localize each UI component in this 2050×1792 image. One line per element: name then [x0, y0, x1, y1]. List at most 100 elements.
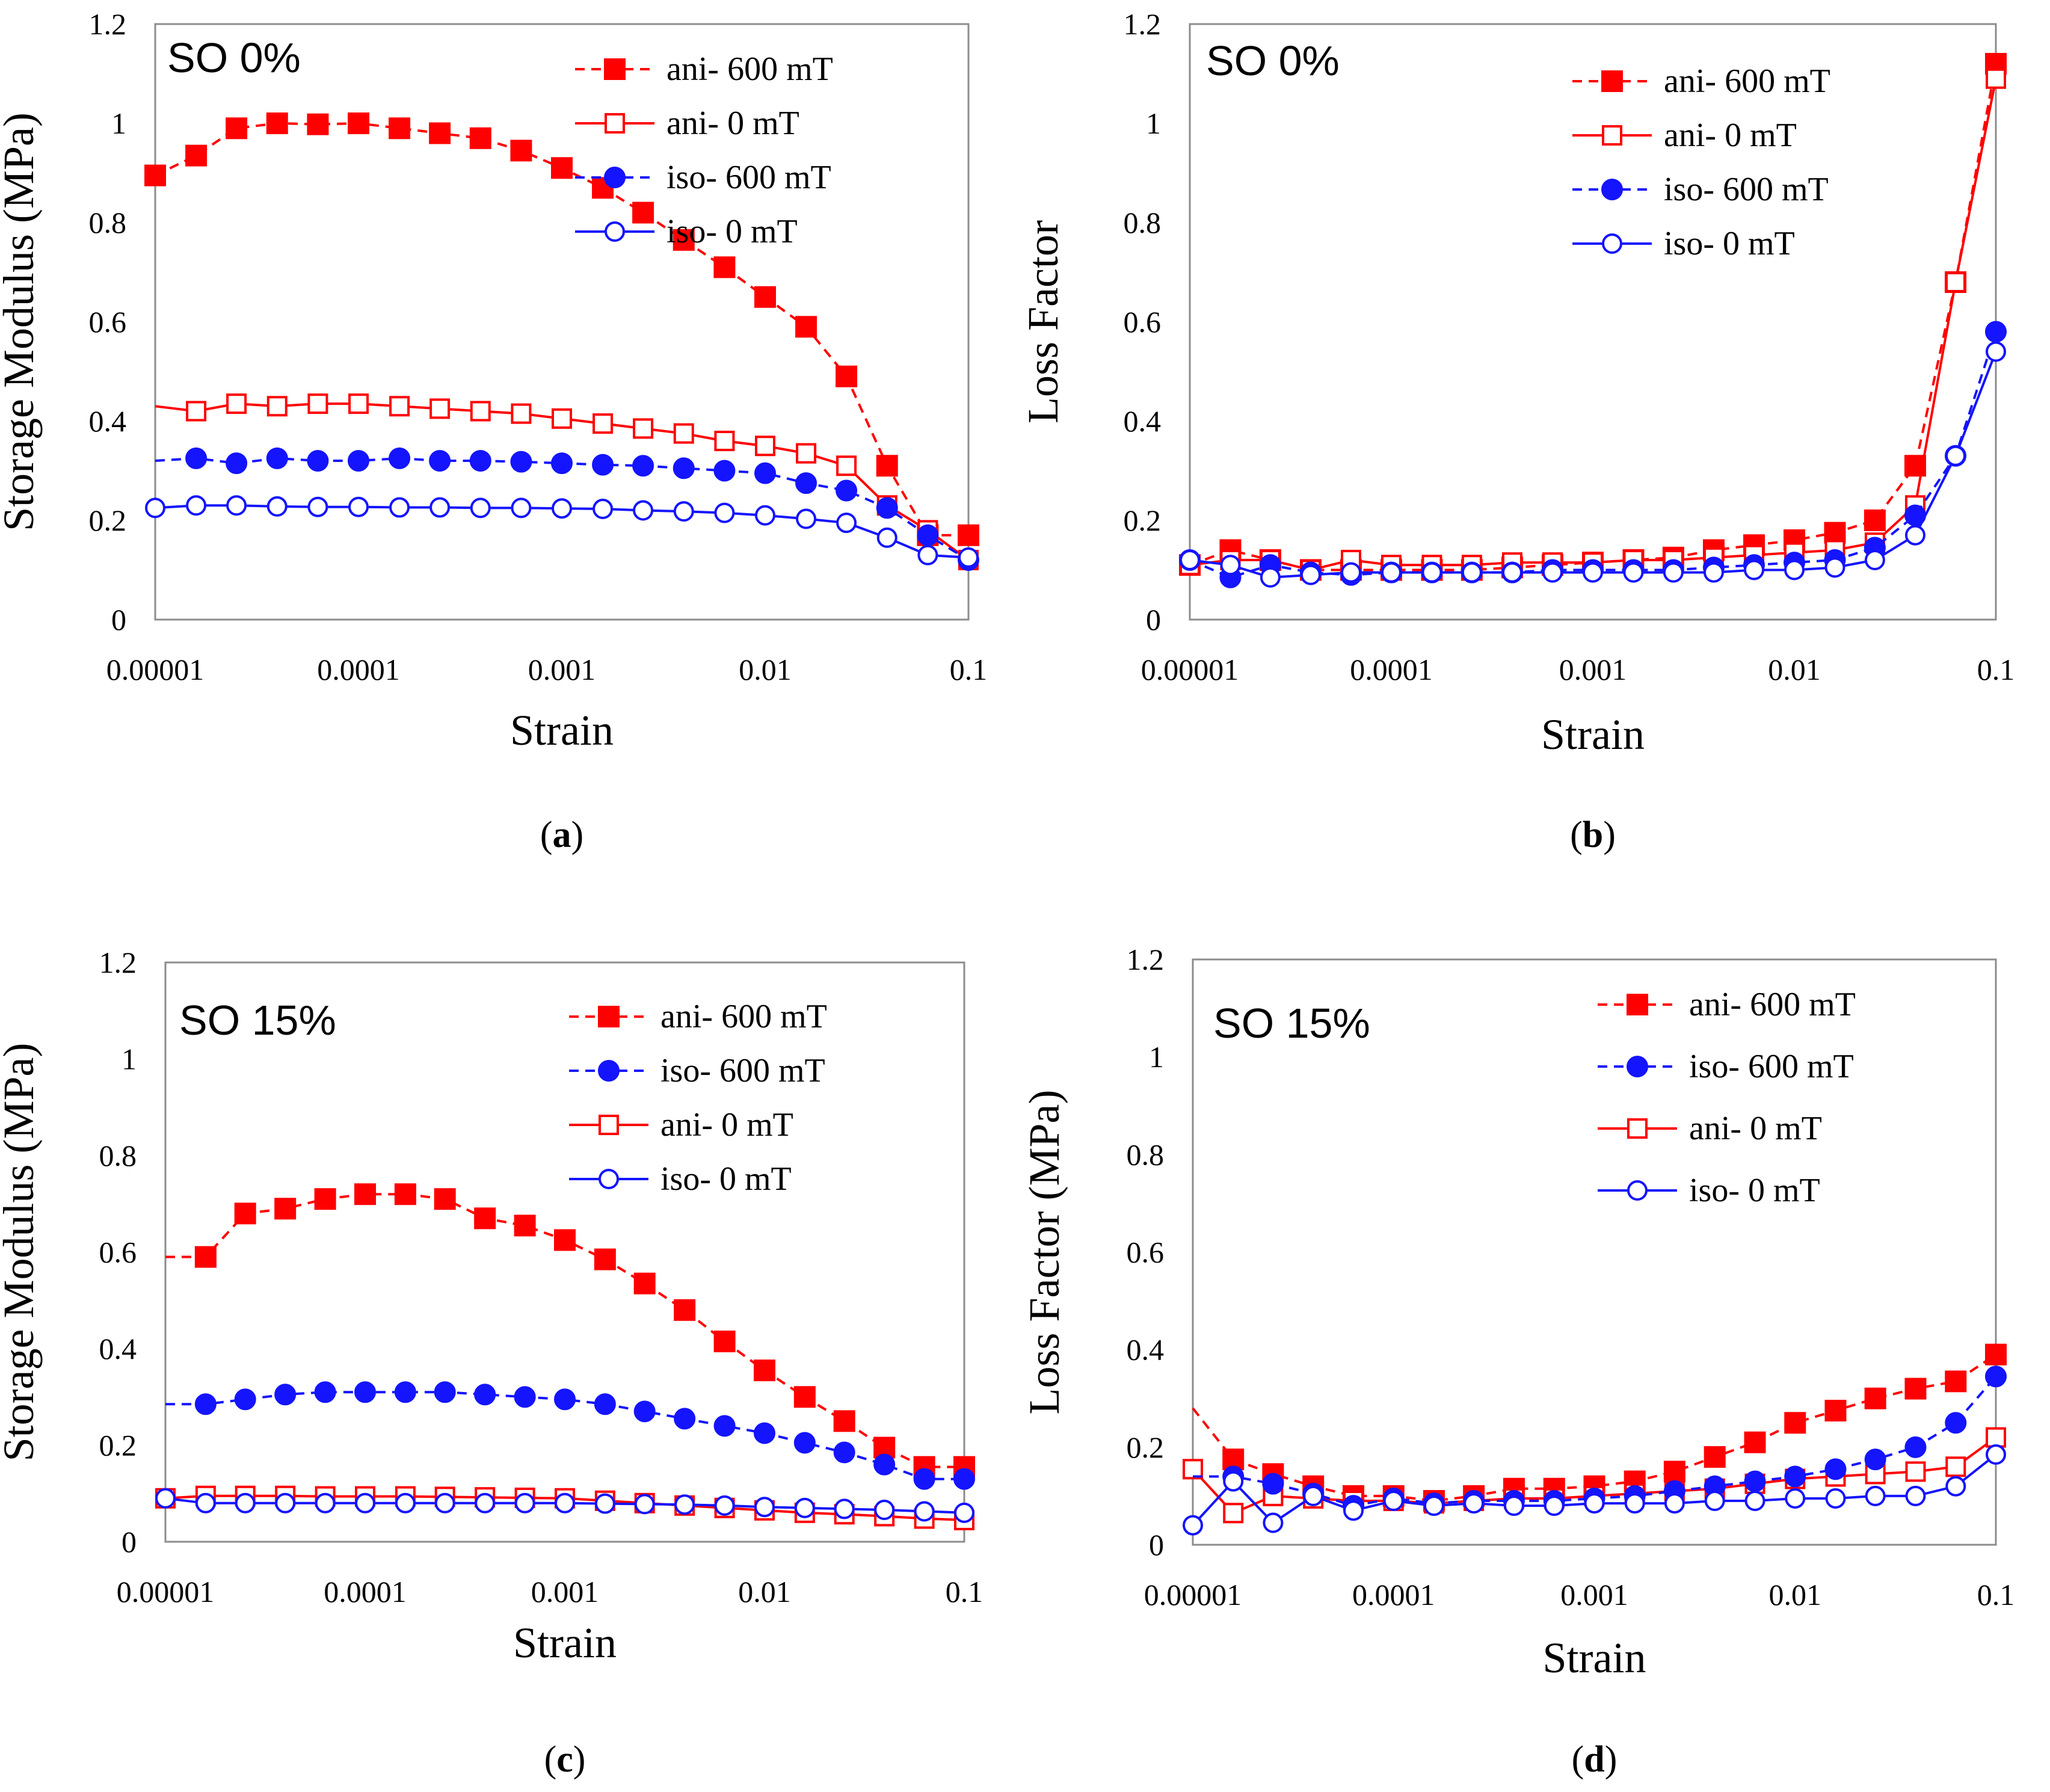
data-point — [1945, 445, 1966, 466]
data-point — [226, 393, 247, 414]
data-point — [1986, 341, 2006, 362]
data-point — [874, 1500, 895, 1521]
data-point — [1503, 1495, 1524, 1516]
data-point — [836, 365, 858, 387]
data-point — [1784, 1412, 1806, 1434]
data-point — [274, 1384, 297, 1406]
y-tick-label: 0.4 — [89, 404, 127, 438]
y-tick-label: 0.6 — [1127, 1236, 1165, 1269]
data-point — [593, 499, 614, 520]
data-point — [1183, 1515, 1203, 1536]
legend-marker — [599, 1169, 619, 1189]
series-group — [1183, 1343, 2007, 1536]
data-point — [1825, 1488, 1846, 1509]
data-point — [1223, 1471, 1244, 1492]
data-point — [511, 403, 532, 424]
legend-marker — [598, 1006, 620, 1027]
y-tick-label: 0.6 — [99, 1236, 137, 1269]
data-point — [876, 455, 898, 477]
plot-frame — [154, 23, 970, 621]
data-point — [914, 1501, 935, 1522]
data-point — [713, 1415, 736, 1437]
data-point — [144, 164, 166, 186]
data-point — [551, 452, 573, 475]
data-point — [348, 112, 369, 134]
data-point — [1624, 1493, 1645, 1514]
data-point — [1464, 1493, 1485, 1514]
y-tick-label: 0.2 — [99, 1429, 137, 1462]
data-point — [552, 408, 572, 429]
data-point — [673, 229, 695, 251]
data-point — [474, 1384, 496, 1406]
data-point — [917, 544, 938, 565]
x-tick-label: 0.1 — [1977, 653, 2015, 686]
data-point — [793, 1432, 816, 1454]
x-tick-label: 0.01 — [739, 653, 792, 686]
y-tick-label: 1.2 — [1124, 7, 1162, 41]
panel-caption-letter: c — [556, 1739, 573, 1780]
x-tick-label: 0.01 — [1769, 1578, 1822, 1612]
x-tick-label: 0.00001 — [117, 1575, 215, 1609]
data-point — [389, 447, 411, 469]
chart-panel-a: 0 0.2 0.4 0.6 0.8 1 1.2 0.00001 0.0001 0.001 0.01 0… — [0, 7, 987, 855]
data-point — [1945, 1476, 1966, 1497]
legend-marker — [1627, 994, 1648, 1015]
data-point — [1945, 1456, 1966, 1477]
legend-label: ani- 600 mT — [666, 51, 833, 88]
data-point — [552, 498, 572, 519]
data-point — [274, 1198, 297, 1220]
y-tick-label: 1 — [1146, 106, 1161, 140]
data-point — [1704, 1491, 1725, 1512]
data-point — [394, 1381, 416, 1403]
data-point — [793, 1386, 816, 1408]
data-point — [1785, 1488, 1806, 1509]
data-point — [1945, 272, 1966, 292]
data-point — [913, 1468, 935, 1490]
legend: ani- 600 mT ani- 0 mT iso- 600 mT iso- 0 mT — [575, 51, 833, 250]
data-point — [307, 113, 329, 135]
y-tick-label: 0.4 — [99, 1332, 137, 1366]
legend: ani- 600 mT iso- 600 mT ani- 0 mT iso- 0 mT — [1598, 986, 1856, 1209]
data-point — [1663, 562, 1684, 583]
legend-label: ani- 0 mT — [666, 105, 799, 142]
data-point — [266, 447, 288, 469]
legend-marker — [604, 58, 626, 80]
data-point — [1904, 1378, 1927, 1400]
x-tick-label: 0.0001 — [324, 1575, 407, 1609]
data-point — [713, 460, 736, 482]
data-point — [1423, 1495, 1444, 1516]
legend-label: iso- 600 mT — [660, 1052, 825, 1089]
y-tick-label: 0.8 — [89, 206, 127, 239]
series-line-ani-0mt — [1189, 78, 1997, 571]
data-point — [1905, 1485, 1926, 1506]
series-line-ani-600mt — [1192, 1353, 1997, 1503]
x-tick-label: 0.01 — [738, 1575, 791, 1609]
data-point — [307, 496, 328, 517]
data-point — [1864, 550, 1885, 570]
data-point — [1824, 1400, 1847, 1422]
legend-marker — [1627, 1180, 1648, 1201]
x-axis-title: Strain — [513, 1619, 617, 1667]
data-point — [1262, 1473, 1284, 1495]
chart-panel-d: 0 0.2 0.4 0.6 0.8 1 1.2 0.00001 0.0001 0.001 0.01 0… — [1020, 943, 2015, 1780]
x-tick-label: 0.001 — [531, 1575, 599, 1609]
x-axis-title: Strain — [1543, 1634, 1646, 1682]
series-group — [155, 1183, 975, 1530]
data-point — [551, 157, 573, 179]
data-point — [514, 1492, 535, 1513]
data-point — [469, 450, 491, 472]
data-point — [394, 1183, 416, 1205]
data-point — [1343, 1500, 1364, 1521]
data-point — [1824, 557, 1845, 578]
legend-label: iso- 600 mT — [1664, 171, 1829, 208]
data-point — [1183, 1459, 1203, 1480]
data-point — [714, 1495, 735, 1516]
x-tick-label: 0.01 — [1768, 653, 1821, 686]
data-point — [1744, 1470, 1766, 1492]
data-point — [226, 495, 247, 516]
data-point — [714, 502, 735, 523]
y-tick-label: 0.2 — [1127, 1430, 1165, 1464]
data-point — [1945, 1370, 1967, 1393]
data-point — [1501, 562, 1522, 583]
data-point — [633, 418, 654, 439]
